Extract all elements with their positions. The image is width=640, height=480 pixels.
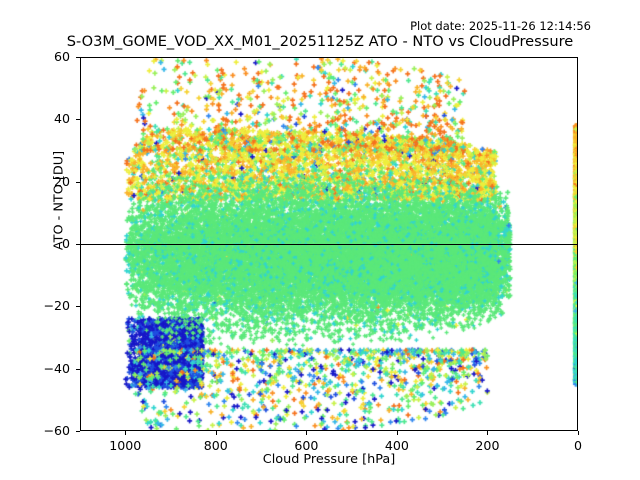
y-tick-mark [76, 244, 80, 245]
x-axis-label: Cloud Pressure [hPa] [262, 452, 396, 467]
x-tick-label: 600 [294, 438, 319, 453]
axes-region: 1000 800 600 400 200 0 −60 −40 −20 0 20 40 60 [43, 50, 582, 453]
y-tick-label: 0 [61, 236, 70, 251]
y-axis-label: ATO - NTO [DU] [51, 150, 67, 251]
y-tick-mark [76, 431, 80, 432]
y-tick-label: −60 [43, 423, 70, 438]
x-tick-label: 400 [384, 438, 409, 453]
y-tick-mark [76, 306, 80, 308]
y-tick-label: 60 [53, 49, 70, 64]
x-tick-mark [125, 431, 127, 435]
y-tick-mark [76, 119, 80, 121]
x-tick-label: 200 [475, 438, 500, 453]
x-tick-label: 1000 [109, 438, 142, 453]
zero-reference-line [80, 244, 578, 245]
x-tick-mark [215, 431, 217, 435]
x-tick-mark [487, 431, 489, 435]
plot-title: S-O3M_GOME_VOD_XX_M01_20251125Z ATO - NT… [66, 33, 574, 50]
x-tick-mark [578, 431, 579, 435]
y-tick-label: 40 [53, 111, 70, 127]
y-tick-mark [76, 57, 80, 58]
x-tick-mark [306, 431, 308, 435]
y-tick-label: 20 [53, 173, 70, 189]
x-tick-mark [396, 431, 398, 435]
y-tick-mark [76, 368, 80, 370]
y-tick-label: −40 [43, 360, 70, 376]
x-tick-label: 800 [203, 438, 228, 453]
y-tick-mark [76, 181, 80, 183]
plot-date-annotation: Plot date: 2025-11-26 12:14:56 [410, 19, 591, 33]
x-tick-label: 0 [573, 438, 582, 453]
y-tick-label: −20 [43, 298, 70, 314]
